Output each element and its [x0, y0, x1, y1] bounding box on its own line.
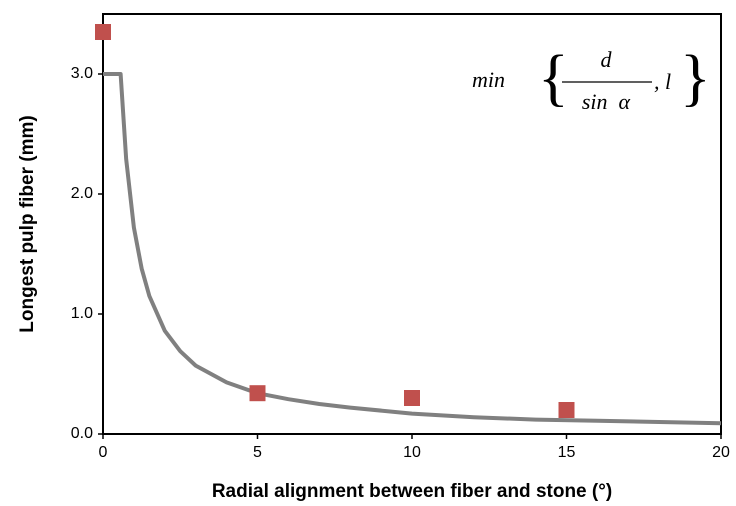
plot-frame [102, 13, 722, 435]
brace: } [680, 42, 711, 113]
marker [249, 385, 266, 402]
y-axis-label: Longest pulp fiber (mm) [17, 115, 38, 332]
brace: { [538, 42, 569, 113]
formula: min { d sin α , l } [472, 42, 711, 114]
x-tick-label: 5 [253, 444, 262, 461]
y-tick-label: 3.0 [71, 65, 93, 82]
y-tick-label: 2.0 [71, 185, 93, 202]
marker [404, 390, 420, 406]
y-tick-label: 1.0 [71, 305, 93, 322]
curve [103, 72, 722, 426]
formula-func: min [472, 67, 505, 92]
y-tick-label: 0.0 [71, 425, 93, 442]
x-tick-label: 0 [99, 444, 108, 461]
x-tick-label: 15 [558, 444, 576, 461]
formula-denominator: sin α [582, 89, 631, 114]
marker [95, 24, 111, 40]
marker [558, 402, 575, 418]
x-tick-label: 10 [403, 444, 421, 461]
formula-numerator: d [601, 47, 613, 72]
x-tick-label: 20 [712, 444, 730, 461]
formula-tail: , l [654, 69, 671, 94]
x-axis-label: Radial alignment between fiber and stone… [212, 481, 612, 502]
